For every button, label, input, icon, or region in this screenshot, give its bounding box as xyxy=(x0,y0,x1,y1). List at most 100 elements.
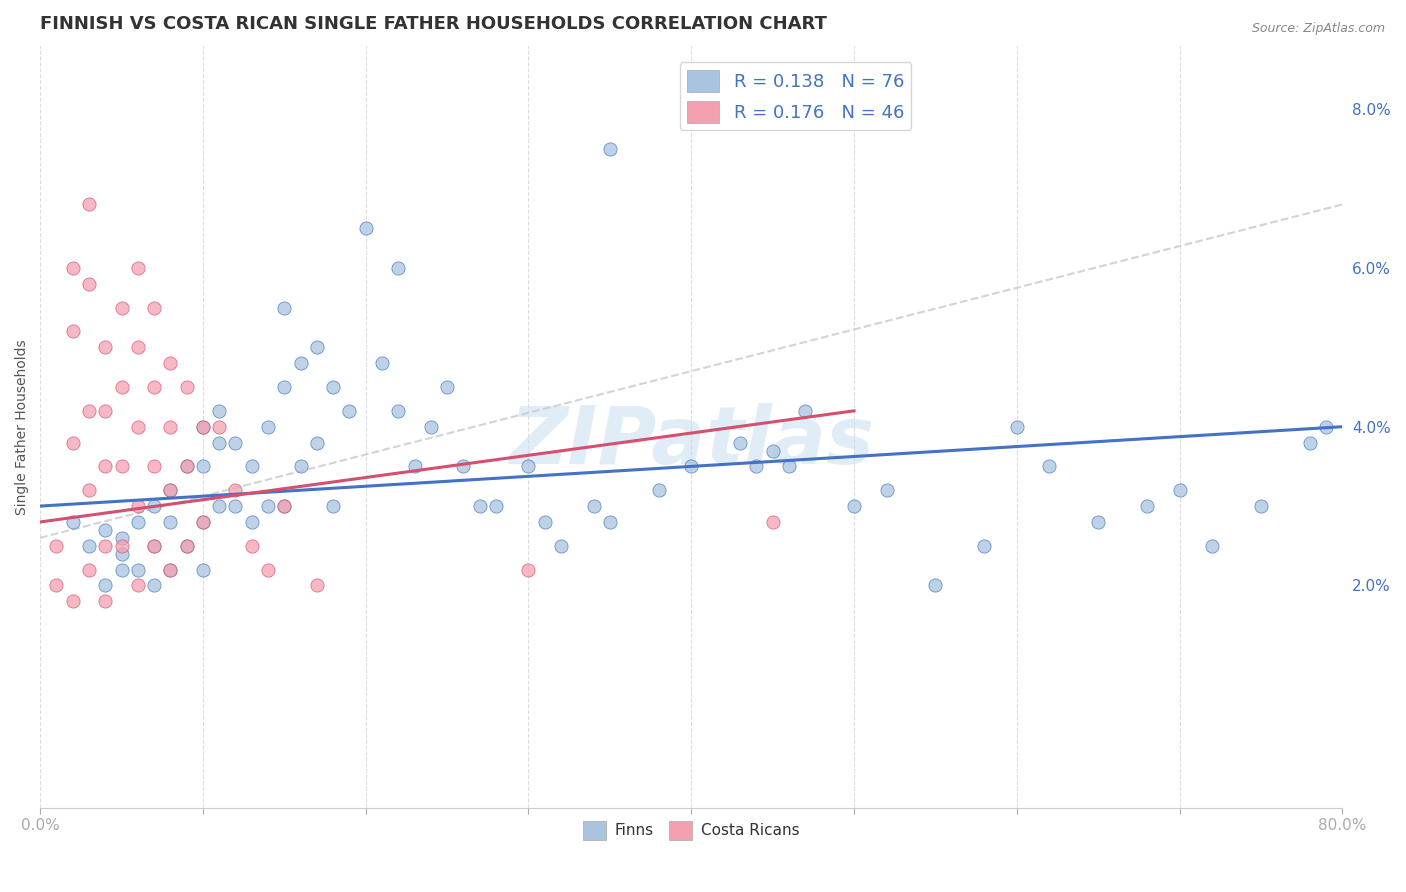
Point xyxy=(290,356,312,370)
Point xyxy=(371,356,394,370)
Point xyxy=(1038,459,1060,474)
Point xyxy=(208,435,231,450)
Point xyxy=(110,531,132,545)
Point xyxy=(77,539,100,553)
Text: Source: ZipAtlas.com: Source: ZipAtlas.com xyxy=(1251,22,1385,36)
Point xyxy=(257,499,280,513)
Point xyxy=(110,380,132,394)
Point xyxy=(127,340,149,354)
Point xyxy=(159,563,181,577)
Point xyxy=(762,515,785,529)
Point xyxy=(1299,435,1322,450)
Point xyxy=(191,459,214,474)
Point xyxy=(1168,483,1191,498)
Point xyxy=(110,547,132,561)
Point xyxy=(62,325,84,339)
Point xyxy=(728,435,751,450)
Point xyxy=(94,594,117,608)
Point xyxy=(339,404,361,418)
Point xyxy=(159,419,181,434)
Point xyxy=(110,539,132,553)
Point xyxy=(290,459,312,474)
Point xyxy=(159,483,181,498)
Point xyxy=(550,539,572,553)
Point xyxy=(110,459,132,474)
Point xyxy=(77,563,100,577)
Point xyxy=(224,499,246,513)
Point xyxy=(127,260,149,275)
Legend: Finns, Costa Ricans: Finns, Costa Ricans xyxy=(576,815,806,846)
Point xyxy=(94,459,117,474)
Point xyxy=(159,515,181,529)
Point xyxy=(143,459,166,474)
Point xyxy=(1201,539,1223,553)
Point xyxy=(110,301,132,315)
Point xyxy=(159,563,181,577)
Point xyxy=(745,459,768,474)
Point xyxy=(159,356,181,370)
Point xyxy=(143,380,166,394)
Point xyxy=(224,435,246,450)
Point xyxy=(517,459,540,474)
Point xyxy=(273,499,295,513)
Point xyxy=(191,419,214,434)
Point xyxy=(45,539,67,553)
Point xyxy=(176,459,198,474)
Point xyxy=(77,404,100,418)
Point xyxy=(599,515,621,529)
Point xyxy=(257,563,280,577)
Point xyxy=(62,594,84,608)
Point xyxy=(77,483,100,498)
Point xyxy=(77,277,100,291)
Point xyxy=(224,483,246,498)
Point xyxy=(354,221,377,235)
Point xyxy=(143,499,166,513)
Point xyxy=(127,419,149,434)
Point xyxy=(240,539,263,553)
Point xyxy=(240,515,263,529)
Point xyxy=(582,499,605,513)
Point xyxy=(1250,499,1272,513)
Point xyxy=(1005,419,1028,434)
Point xyxy=(127,499,149,513)
Point xyxy=(191,515,214,529)
Point xyxy=(159,483,181,498)
Point xyxy=(62,435,84,450)
Point xyxy=(191,515,214,529)
Point xyxy=(208,499,231,513)
Point xyxy=(143,539,166,553)
Point xyxy=(273,301,295,315)
Point xyxy=(127,578,149,592)
Point xyxy=(45,578,67,592)
Point xyxy=(404,459,426,474)
Point xyxy=(973,539,995,553)
Point xyxy=(647,483,669,498)
Point xyxy=(77,197,100,211)
Point xyxy=(94,523,117,537)
Point xyxy=(778,459,800,474)
Point xyxy=(62,260,84,275)
Point xyxy=(257,419,280,434)
Point xyxy=(127,563,149,577)
Point xyxy=(94,578,117,592)
Point xyxy=(143,301,166,315)
Point xyxy=(599,142,621,156)
Point xyxy=(127,515,149,529)
Text: FINNISH VS COSTA RICAN SINGLE FATHER HOUSEHOLDS CORRELATION CHART: FINNISH VS COSTA RICAN SINGLE FATHER HOU… xyxy=(41,15,827,33)
Point xyxy=(1315,419,1337,434)
Point xyxy=(485,499,508,513)
Point xyxy=(468,499,491,513)
Point xyxy=(110,563,132,577)
Point xyxy=(305,578,328,592)
Point xyxy=(143,578,166,592)
Point xyxy=(305,340,328,354)
Point xyxy=(322,380,344,394)
Point xyxy=(176,380,198,394)
Point xyxy=(176,539,198,553)
Point xyxy=(191,419,214,434)
Point xyxy=(436,380,458,394)
Point xyxy=(533,515,555,529)
Point xyxy=(681,459,703,474)
Point xyxy=(273,499,295,513)
Point xyxy=(208,404,231,418)
